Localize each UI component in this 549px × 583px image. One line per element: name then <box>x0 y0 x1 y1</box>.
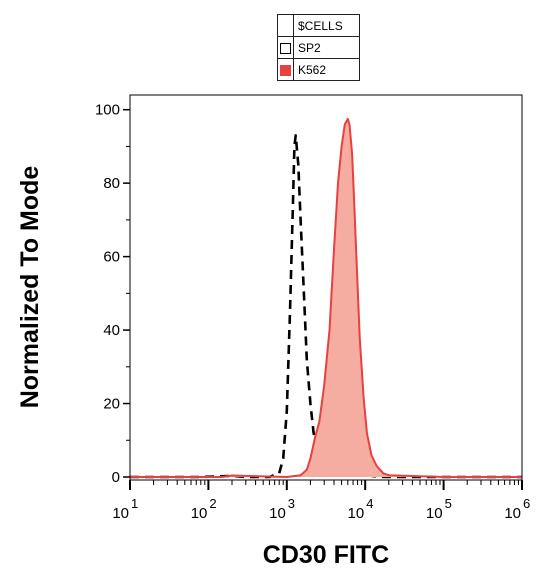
x-tick-exponent: 5 <box>445 496 452 511</box>
series-k562-fill <box>130 118 522 478</box>
x-tick-label: 10 <box>191 505 208 522</box>
y-tick-label: 40 <box>103 322 120 339</box>
legend-swatch-k562 <box>280 64 291 76</box>
x-tick-exponent: 4 <box>366 496 373 511</box>
plot-frame <box>129 94 523 481</box>
legend-header-row: $CELLS <box>277 14 360 37</box>
legend-title: $CELLS <box>293 14 360 37</box>
legend-label-k562: K562 <box>293 58 360 81</box>
x-tick-label: 10 <box>112 505 129 522</box>
x-axis-label: CD30 FITC <box>263 541 389 569</box>
x-tick-label: 10 <box>348 505 365 522</box>
y-tick-label: 60 <box>103 249 120 266</box>
y-tick-label: 20 <box>103 396 120 413</box>
x-tick-exponent: 6 <box>523 496 530 511</box>
x-tick-label: 10 <box>504 505 521 522</box>
y-tick-label: 80 <box>103 175 120 192</box>
x-tick-label: 10 <box>269 505 286 522</box>
x-tick-exponent: 1 <box>131 496 138 511</box>
legend-item-sp2: SP2 <box>277 36 360 59</box>
series-layer <box>130 117 522 479</box>
legend-label-sp2: SP2 <box>293 36 360 59</box>
legend: $CELLS SP2 K562 <box>277 14 360 81</box>
series-k562-line <box>130 117 522 478</box>
y-axis-label: Normalized To Mode <box>16 166 44 409</box>
x-tick-exponent: 3 <box>288 496 295 511</box>
y-tick-label: 100 <box>95 102 120 119</box>
y-axis: 0 20 40 60 80 100 <box>95 102 130 486</box>
legend-swatch-sp2 <box>280 42 291 54</box>
x-tick-label: 10 <box>426 505 443 522</box>
x-tick-exponent: 2 <box>209 496 216 511</box>
y-tick-label: 0 <box>112 469 120 486</box>
legend-item-k562: K562 <box>277 58 360 81</box>
